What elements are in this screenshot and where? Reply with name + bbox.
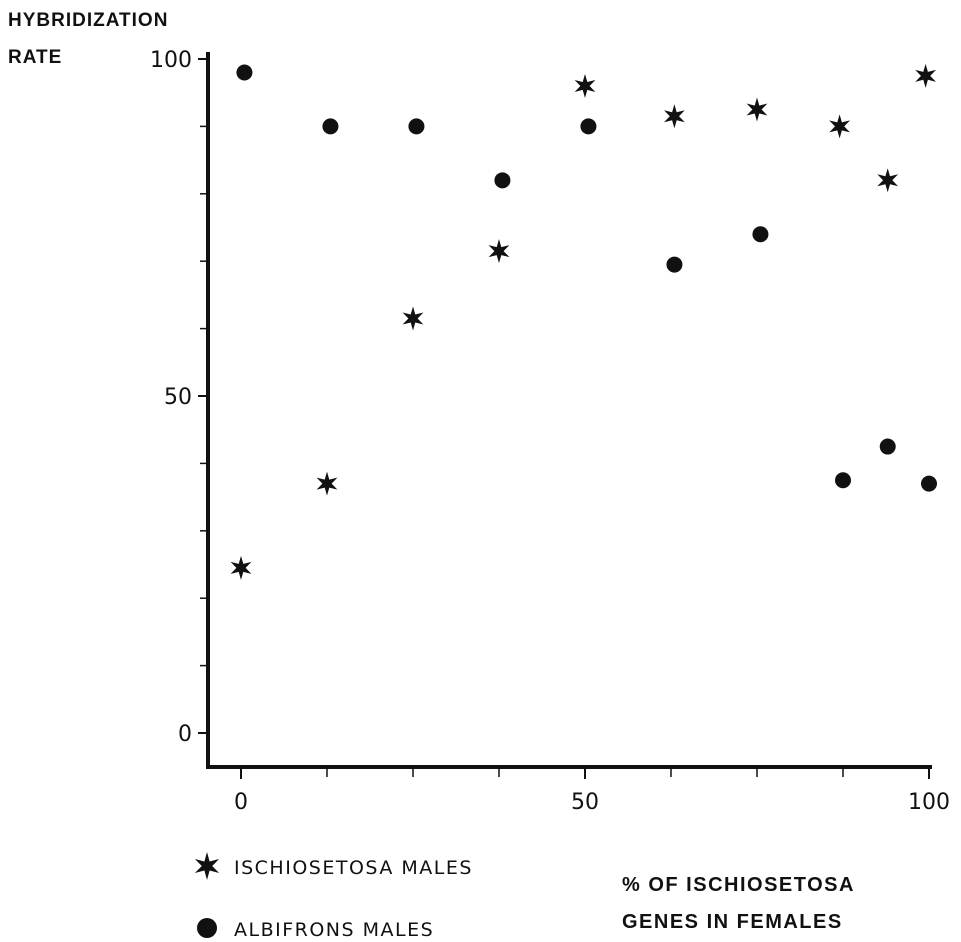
albifrons-point [666, 256, 683, 273]
ischiosetosa-point [877, 168, 899, 193]
ischiosetosa-point [664, 104, 685, 129]
data-points [230, 63, 937, 580]
ischiosetosa-point [915, 63, 936, 88]
y-axis-title-line-2: RATE [8, 47, 62, 68]
albifrons-point [408, 118, 425, 135]
ischiosetosa-point [230, 555, 252, 580]
x-axis-title: % OF ISCHIOSETOSA GENES IN FEMALES [622, 874, 855, 933]
x-axis-title-line-2: GENES IN FEMALES [622, 911, 843, 933]
albifrons-point [752, 226, 769, 243]
x-tick-label: 0 [234, 790, 248, 815]
y-tick-label: 50 [164, 385, 192, 410]
ischiosetosa-point [402, 306, 424, 331]
x-tick-label: 100 [908, 790, 950, 815]
y-tick-label: 0 [178, 722, 192, 747]
x-axis-title-line-1: % OF ISCHIOSETOSA [622, 874, 855, 896]
y-axis-title-line-1: HYBRIDIZATION [8, 10, 168, 31]
albifrons-point [322, 118, 339, 135]
legend: ISCHIOSETOSA MALES ALBIFRONS MALES [194, 852, 473, 941]
legend-circle-icon [197, 918, 217, 938]
y-axis-title: HYBRIDIZATION RATE [8, 10, 168, 68]
albifrons-point [236, 64, 253, 81]
legend-item-albifrons: ALBIFRONS MALES [197, 918, 434, 941]
legend-item-ischiosetosa: ISCHIOSETOSA MALES [194, 852, 473, 880]
legend-star-icon [194, 852, 220, 880]
albifrons-point [835, 472, 851, 489]
ischiosetosa-point [574, 74, 596, 98]
albifrons-point [879, 438, 896, 455]
ischiosetosa-point [746, 97, 768, 122]
ischiosetosa-point [488, 239, 510, 264]
legend-label-albifrons: ALBIFRONS MALES [234, 919, 434, 941]
axis-ticks: 0 50 100 0 50 100 [150, 48, 950, 815]
albifrons-point [921, 475, 937, 492]
albifrons-point [494, 172, 511, 189]
albifrons-point [580, 118, 597, 135]
legend-label-ischiosetosa: ISCHIOSETOSA MALES [234, 857, 473, 879]
ischiosetosa-point [829, 114, 850, 139]
y-tick-label: 100 [150, 48, 192, 73]
legend-star-shape [194, 852, 220, 880]
x-tick-label: 50 [571, 790, 599, 815]
ischiosetosa-point [316, 471, 338, 496]
